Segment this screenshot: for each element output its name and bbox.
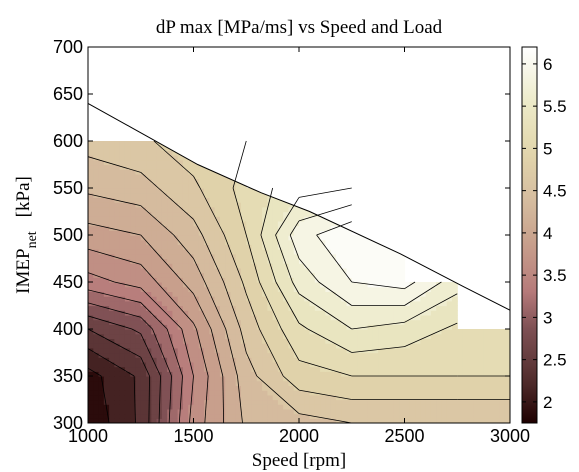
- y-tick-label: 650: [53, 84, 83, 104]
- colorbar-tick-label: 5: [543, 139, 552, 158]
- x-axis: 1000 1500 2000 2500 3000: [68, 47, 530, 446]
- contour-fill-layer: [88, 47, 510, 423]
- colorbar-tick-label: 4.5: [543, 182, 567, 201]
- chart-title: dP max [MPa/ms] vs Speed and Load: [156, 17, 443, 38]
- y-tick-label: 600: [53, 131, 83, 151]
- x-tick-label: 1000: [68, 426, 108, 446]
- colorbar-tick-label: 4: [543, 224, 552, 243]
- y-tick-label: 400: [53, 319, 83, 339]
- y-axis-label-unit: [kPa]: [13, 176, 34, 217]
- contour-line-layer: [88, 140, 510, 423]
- data-boundary-line: [87, 102, 511, 311]
- colorbar-tick-label: 2: [543, 393, 552, 412]
- y-axis: 300 350 400 450 500 550 600 650 700: [53, 37, 510, 433]
- y-tick-label: 500: [53, 225, 83, 245]
- y-axis-label-subscript: net: [25, 231, 40, 248]
- x-tick-label: 3000: [490, 426, 530, 446]
- colorbar-tick-label: 2.5: [543, 351, 567, 370]
- x-tick-label: 2000: [279, 426, 319, 446]
- x-tick-label: 2500: [384, 426, 424, 446]
- y-tick-label: 550: [53, 178, 83, 198]
- colorbar-tick-label: 3.5: [543, 266, 567, 285]
- y-tick-label: 300: [53, 413, 83, 433]
- colorbar-axis: 2 2.5 3 3.5 4 4.5 5 5.5 6: [522, 55, 567, 412]
- colorbar-tick-label: 5.5: [543, 97, 567, 116]
- y-tick-label: 350: [53, 366, 83, 386]
- colorbar-tick-label: 6: [543, 55, 552, 74]
- y-tick-label: 700: [53, 37, 83, 57]
- colorbar: [521, 46, 538, 424]
- x-tick-label: 1500: [173, 426, 213, 446]
- y-axis-label-main: IMEP: [13, 248, 34, 293]
- y-tick-label: 450: [53, 272, 83, 292]
- x-axis-label: Speed [rpm]: [252, 450, 346, 471]
- colorbar-tick-label: 3: [543, 308, 552, 327]
- y-axis-label: IMEPnet [kPa]: [13, 176, 40, 294]
